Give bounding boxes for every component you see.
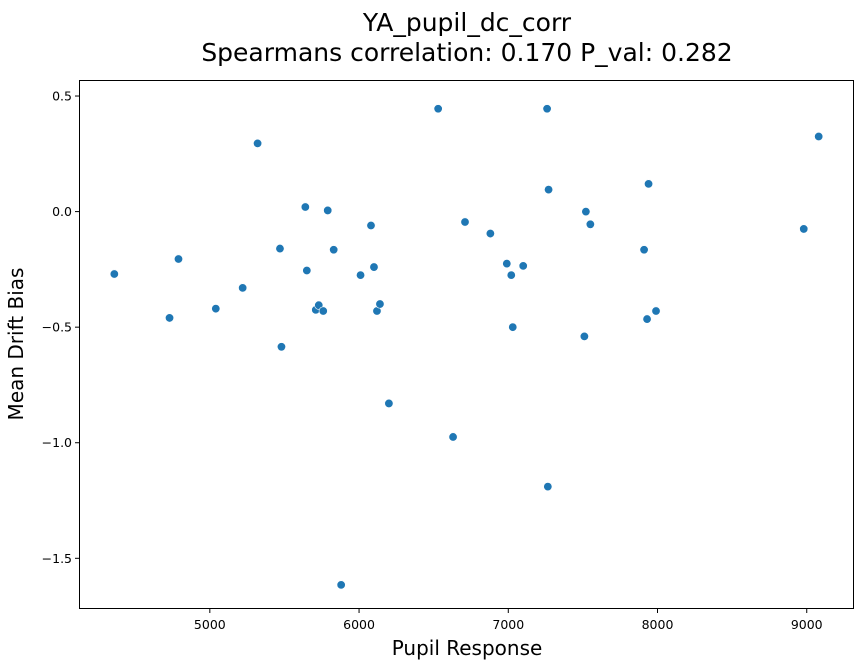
data-point bbox=[369, 262, 379, 272]
data-point bbox=[502, 259, 512, 269]
data-point bbox=[506, 270, 516, 280]
data-point bbox=[366, 220, 376, 230]
y-tick-label: 0.5 bbox=[52, 89, 72, 104]
data-point bbox=[651, 306, 661, 316]
data-point bbox=[581, 207, 591, 217]
data-point bbox=[300, 202, 310, 212]
data-point bbox=[644, 179, 654, 189]
data-point bbox=[799, 224, 809, 234]
data-point bbox=[238, 283, 248, 293]
x-tick-label: 6000 bbox=[343, 617, 375, 632]
x-axis: 5000 6000 7000 8000 9000 bbox=[194, 608, 823, 632]
data-point bbox=[173, 254, 183, 264]
data-point bbox=[275, 244, 285, 254]
y-tick-label: −0.5 bbox=[42, 320, 72, 335]
data-point bbox=[460, 217, 470, 227]
x-tick-label: 7000 bbox=[492, 617, 524, 632]
data-point bbox=[318, 306, 328, 316]
data-point bbox=[165, 313, 175, 323]
chart-title: YA_pupil_dc_corr bbox=[362, 8, 572, 37]
x-tick-label: 8000 bbox=[642, 617, 674, 632]
data-point bbox=[518, 261, 528, 271]
data-point bbox=[544, 185, 554, 195]
data-point bbox=[302, 266, 312, 276]
data-point bbox=[542, 104, 552, 114]
y-axis: 0.5 0.0 −0.5 −1.0 −1.5 bbox=[42, 89, 80, 566]
data-point bbox=[639, 245, 649, 255]
data-point bbox=[276, 342, 286, 352]
data-point bbox=[329, 245, 339, 255]
data-point bbox=[585, 219, 595, 229]
data-point bbox=[508, 322, 518, 332]
data-point bbox=[211, 304, 221, 314]
x-tick-label: 5000 bbox=[194, 617, 226, 632]
data-points bbox=[109, 104, 824, 590]
x-axis-label: Pupil Response bbox=[392, 636, 543, 660]
data-point bbox=[253, 138, 263, 148]
data-point bbox=[384, 398, 394, 408]
y-tick-label: −1.5 bbox=[42, 551, 72, 566]
chart-subtitle: Spearmans correlation: 0.170 P_val: 0.28… bbox=[201, 38, 732, 67]
y-tick-label: 0.0 bbox=[52, 204, 72, 219]
data-point bbox=[336, 580, 346, 590]
y-axis-label: Mean Drift Bias bbox=[4, 268, 28, 421]
data-point bbox=[642, 314, 652, 324]
data-point bbox=[433, 104, 443, 114]
data-point bbox=[375, 299, 385, 309]
data-point bbox=[448, 432, 458, 442]
plot-frame bbox=[79, 80, 854, 609]
data-point bbox=[485, 229, 495, 239]
data-point bbox=[543, 482, 553, 492]
data-point bbox=[579, 331, 589, 341]
data-point bbox=[323, 205, 333, 215]
x-tick-label: 9000 bbox=[791, 617, 823, 632]
data-point bbox=[109, 269, 119, 279]
data-point bbox=[356, 270, 366, 280]
y-tick-label: −1.0 bbox=[42, 435, 72, 450]
data-point bbox=[814, 131, 824, 141]
